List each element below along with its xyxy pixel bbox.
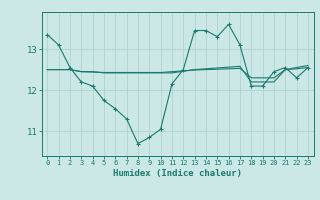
X-axis label: Humidex (Indice chaleur): Humidex (Indice chaleur): [113, 169, 242, 178]
